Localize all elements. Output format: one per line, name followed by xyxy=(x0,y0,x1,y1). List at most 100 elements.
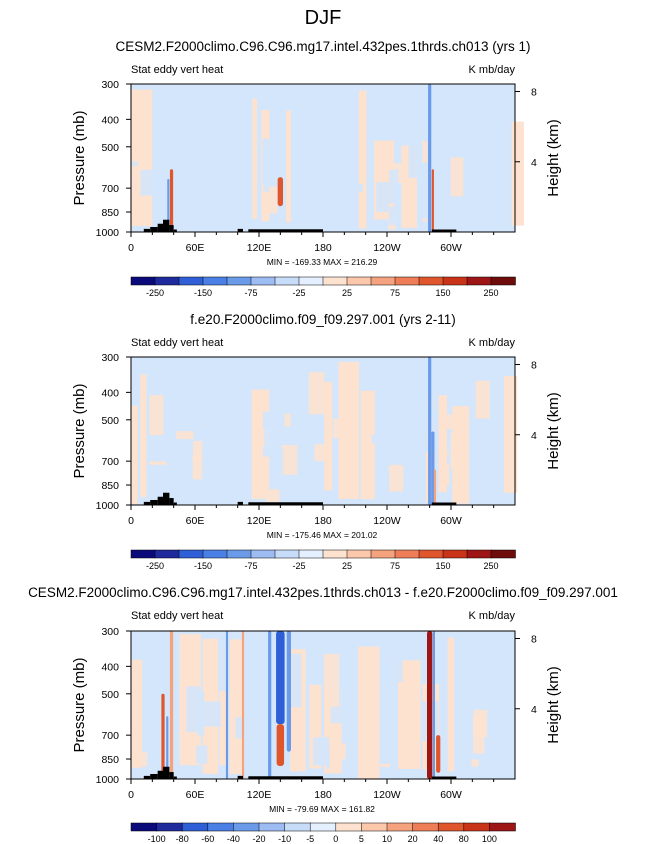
colorbar-swatch xyxy=(309,822,337,832)
field-patch xyxy=(202,701,221,727)
field-patch xyxy=(315,179,334,209)
y-tick-label: 300 xyxy=(101,352,119,364)
colorbar-swatch xyxy=(226,276,252,286)
field-patch xyxy=(446,414,457,430)
colorbar-swatch xyxy=(202,549,228,559)
colorbar-swatch xyxy=(250,276,276,286)
y-tick-label: 400 xyxy=(101,387,119,399)
x-tick-label: 120W xyxy=(373,789,401,801)
colorbar-swatch xyxy=(233,822,260,832)
field-feature xyxy=(169,631,174,779)
field-patch xyxy=(314,467,324,495)
field-feature xyxy=(436,735,441,773)
x-tick-label: 60E xyxy=(186,242,205,254)
field-patch xyxy=(450,432,466,470)
field-patch xyxy=(408,127,425,178)
field-patch xyxy=(323,653,340,708)
field-patch xyxy=(290,653,302,708)
colorbar-swatch xyxy=(361,822,388,832)
x-tick-label: 60W xyxy=(440,515,462,527)
y-right-tick-label: 8 xyxy=(531,87,537,99)
topography-mask xyxy=(163,492,170,505)
colorbar-label: 150 xyxy=(435,288,450,298)
y-tick-label: 700 xyxy=(101,183,119,195)
topography-mask xyxy=(248,502,323,505)
x-tick-label: 120W xyxy=(373,242,401,254)
field-feature xyxy=(167,179,170,232)
field-patch xyxy=(362,765,376,779)
topography-mask xyxy=(163,766,170,779)
colorbar-swatch xyxy=(202,276,228,286)
colorbar: -250 -150 -75 -25 25 75 150 250 xyxy=(130,549,516,571)
x-tick-label: 180 xyxy=(314,789,332,801)
panel-right-label: K mb/day xyxy=(469,337,516,349)
colorbar-label: -150 xyxy=(194,288,212,298)
colorbar-swatch xyxy=(130,822,158,832)
y-tick-label: 850 xyxy=(101,754,119,766)
colorbar-swatch xyxy=(466,549,492,559)
y-tick-label: 700 xyxy=(101,456,119,468)
topography-mask xyxy=(150,499,158,505)
colorbar-swatch xyxy=(156,822,183,832)
y-tick-label: 500 xyxy=(101,142,119,154)
y-tick-label: 850 xyxy=(101,207,119,219)
field-feature xyxy=(433,469,437,505)
x-tick-label: 0 xyxy=(128,515,134,527)
field-feature xyxy=(276,724,285,767)
topography-mask xyxy=(248,229,323,232)
colorbar-swatch xyxy=(394,276,420,286)
colorbar-swatch xyxy=(489,822,516,832)
colorbar-label: -75 xyxy=(244,288,257,298)
colorbar-swatch xyxy=(207,822,235,832)
colorbar-swatch xyxy=(178,549,204,559)
field-patch xyxy=(269,206,274,226)
field-feature xyxy=(276,631,285,725)
field-patch xyxy=(450,157,464,197)
field-patch xyxy=(281,445,298,475)
field-patch xyxy=(334,743,346,760)
field-feature xyxy=(268,631,272,779)
panel-title: CESM2.F2000climo.C96.C96.mg17.intel.432p… xyxy=(28,585,618,600)
field-patch xyxy=(389,169,399,204)
colorbar-swatch xyxy=(284,822,311,832)
y-tick-label: 850 xyxy=(101,480,119,492)
colorbar-swatch xyxy=(154,549,180,559)
y-tick-label: 400 xyxy=(101,114,119,126)
colorbar-swatch xyxy=(386,822,414,832)
colorbar-swatch xyxy=(394,549,420,559)
field-patch xyxy=(196,745,208,764)
topography-mask xyxy=(431,776,457,779)
field-band-positive xyxy=(219,645,228,766)
field-band-positive xyxy=(140,374,147,498)
field-band-positive xyxy=(358,90,367,229)
colorbar: -250 -150 -75 -25 25 75 150 250 xyxy=(130,276,516,298)
field-patch xyxy=(498,113,508,153)
heatmap-plot-area: 300 400 500 700 850 1000 8 4 0 60E 120E 180 120W 60W xyxy=(96,352,537,527)
field-feature xyxy=(277,177,283,207)
field-band-positive xyxy=(229,639,243,775)
topography-mask xyxy=(150,226,158,232)
colorbar-label: 80 xyxy=(459,834,469,844)
colorbar-label: 75 xyxy=(390,288,400,298)
topography-mask xyxy=(143,501,151,505)
topography-mask xyxy=(157,223,163,232)
field-patch xyxy=(176,431,194,440)
field-feature xyxy=(241,631,245,779)
field-feature xyxy=(432,631,435,779)
colorbar-label: -75 xyxy=(244,561,257,571)
panel-left-label: Stat eddy vert heat xyxy=(131,64,223,76)
field-feature xyxy=(431,431,435,505)
y-axis-right-label: Height (km) xyxy=(545,392,562,470)
panel-right-label: K mb/day xyxy=(469,64,516,76)
x-tick-label: 180 xyxy=(314,515,332,527)
topography-mask xyxy=(143,228,151,232)
y-tick-label: 700 xyxy=(101,730,119,742)
field-patch xyxy=(313,737,330,766)
panel-difference: CESM2.F2000climo.C96.C96.mg17.intel.432p… xyxy=(28,585,618,844)
field-patch xyxy=(324,109,329,141)
colorbar-label: 250 xyxy=(483,561,498,571)
field-feature xyxy=(428,84,432,232)
y-right-tick-label: 4 xyxy=(531,430,537,442)
field-band-positive xyxy=(252,98,258,220)
heatmap-plot-area: 300 400 500 700 850 1000 8 4 0 60E 120E 180 120W 60W xyxy=(96,626,537,801)
